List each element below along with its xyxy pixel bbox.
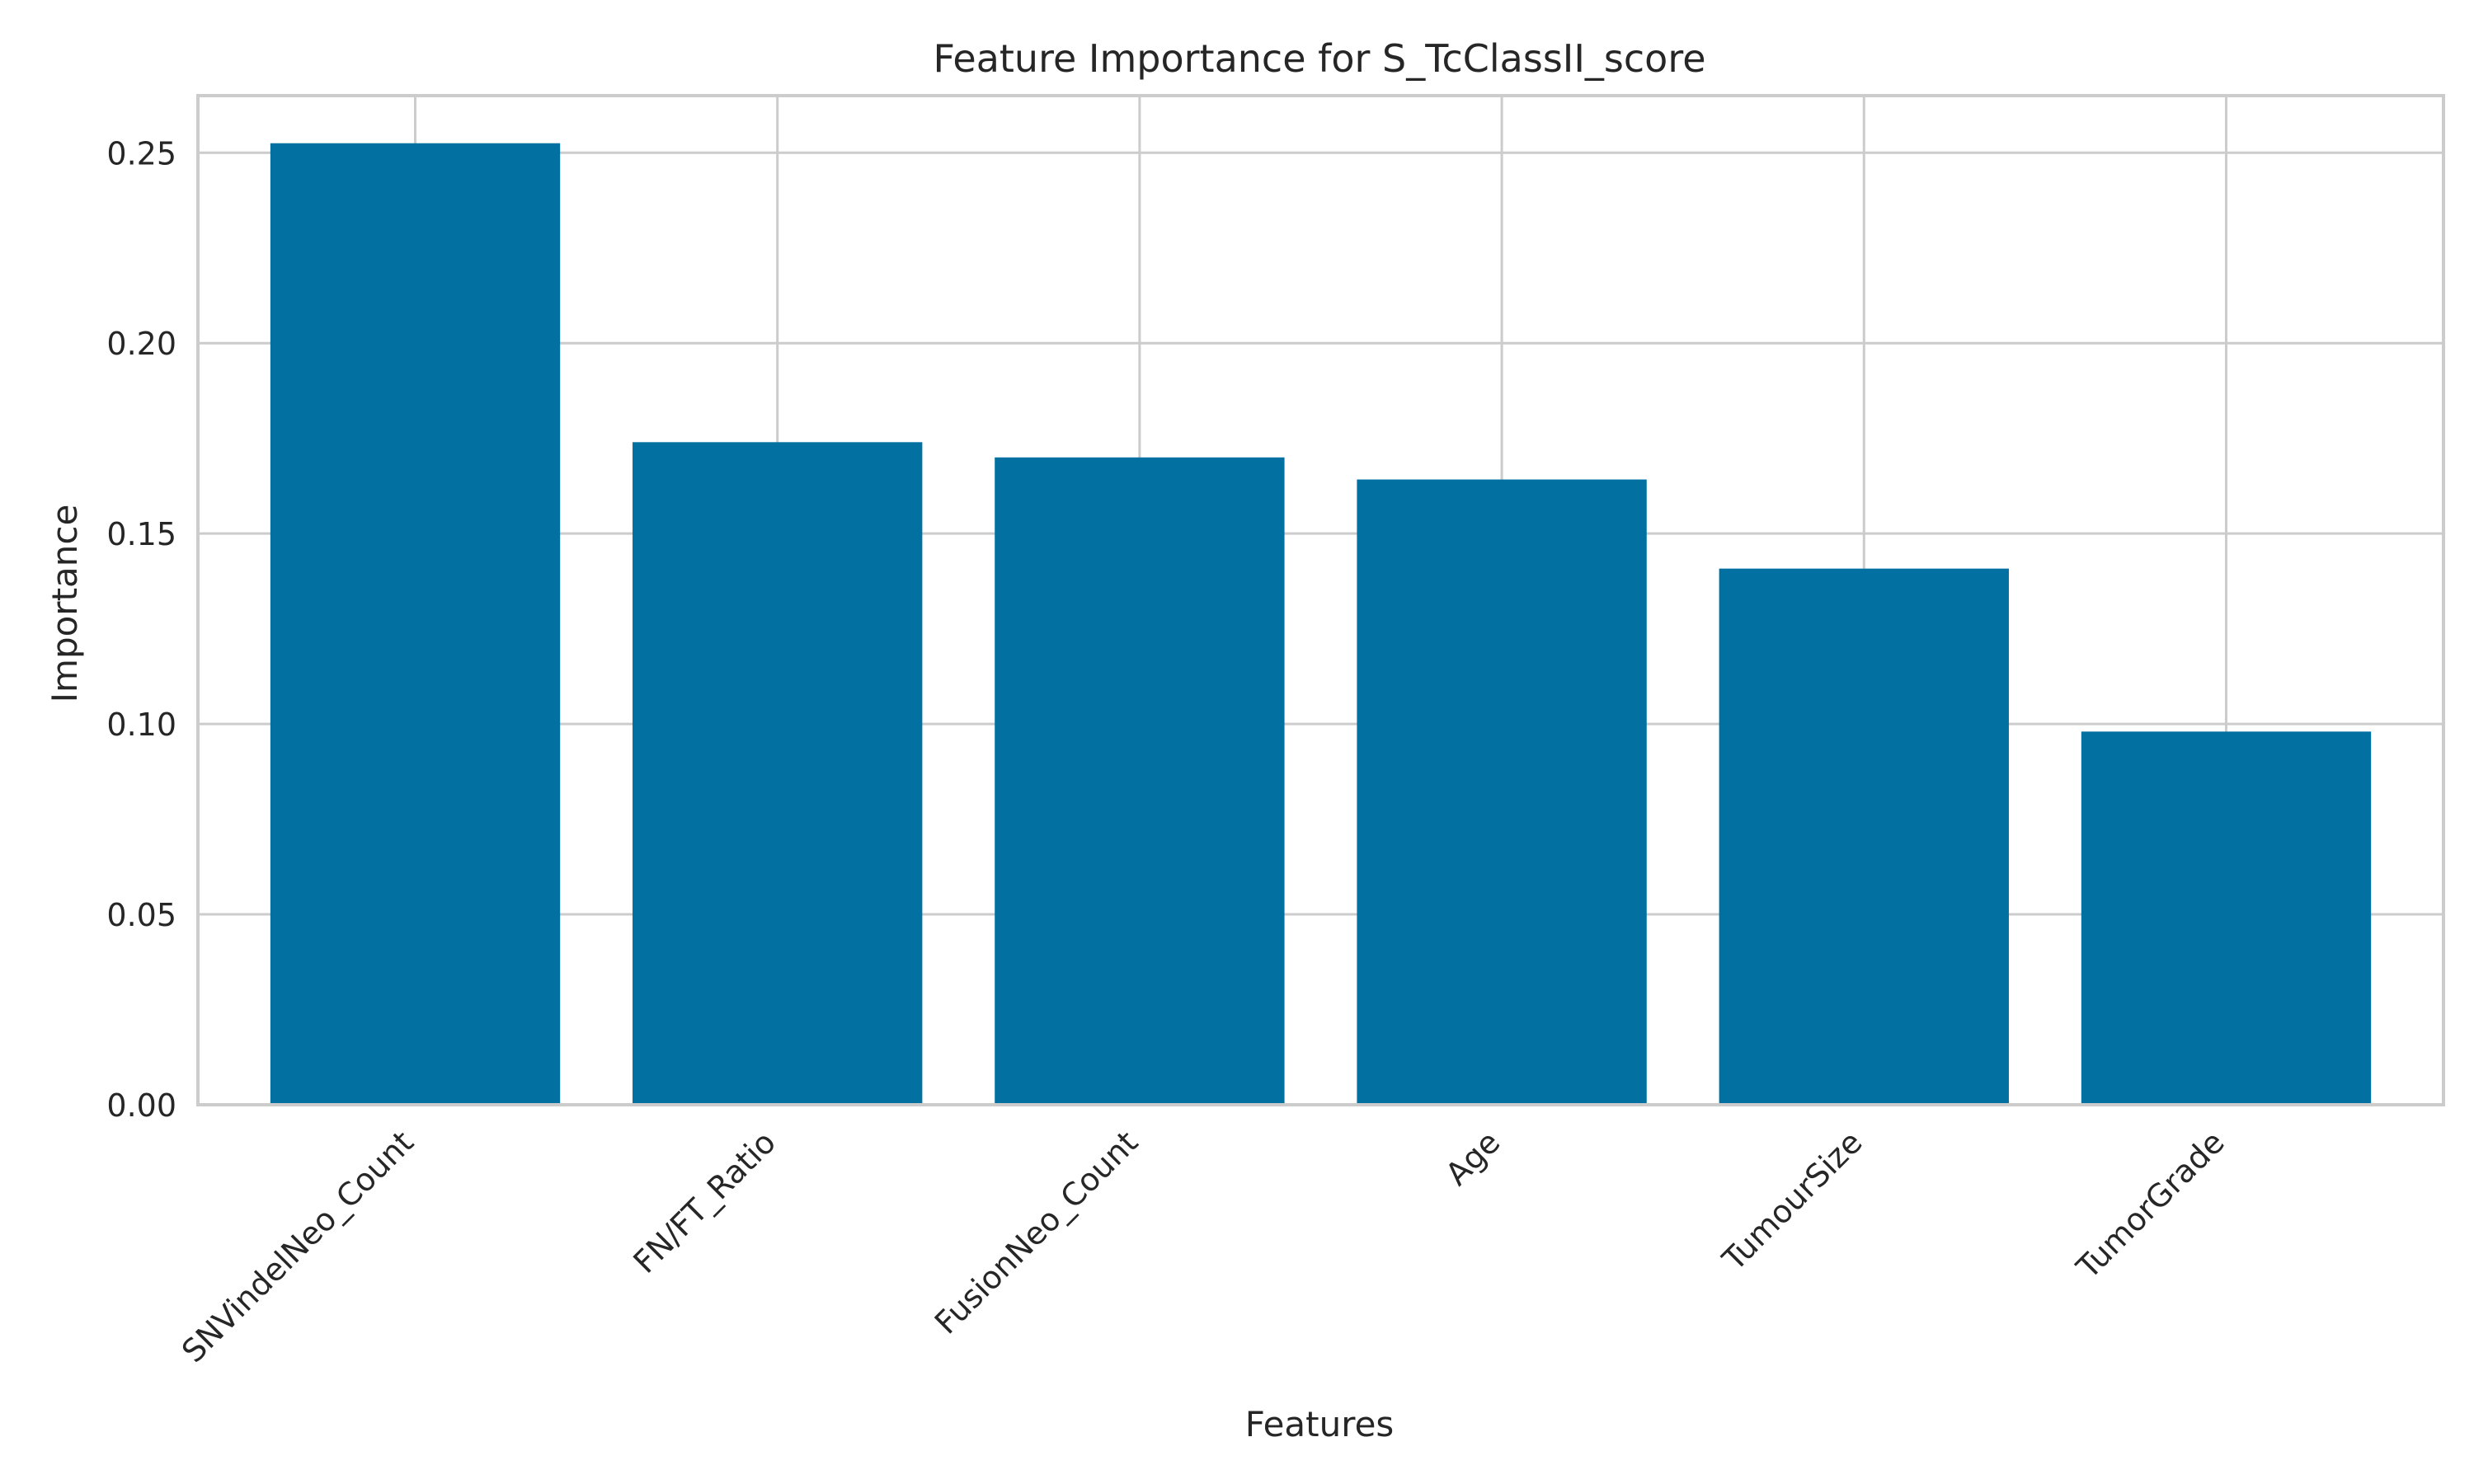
y-tick-label: 0.10 xyxy=(106,707,176,743)
bar xyxy=(270,143,561,1106)
y-tick-label: 0.00 xyxy=(106,1087,176,1124)
y-tick-label: 0.25 xyxy=(106,135,176,171)
bar xyxy=(995,457,1285,1105)
chart-title: Feature Importance for S_TcClassII_score xyxy=(933,36,1705,81)
bar xyxy=(1719,568,2009,1105)
bar xyxy=(633,442,923,1105)
bar xyxy=(2081,731,2372,1105)
plot-frame xyxy=(196,94,2445,1106)
y-tick-label: 0.05 xyxy=(106,897,176,933)
x-axis-label: Features xyxy=(1245,1404,1395,1444)
y-tick-label: 0.20 xyxy=(106,326,176,362)
bar xyxy=(1357,479,1647,1105)
y-tick-labels: 0.00 0.05 0.10 0.15 0.20 0.25 xyxy=(106,135,176,1124)
y-axis-label: Importance xyxy=(45,505,85,703)
y-tick-label: 0.15 xyxy=(106,516,176,552)
bars xyxy=(270,143,2372,1106)
